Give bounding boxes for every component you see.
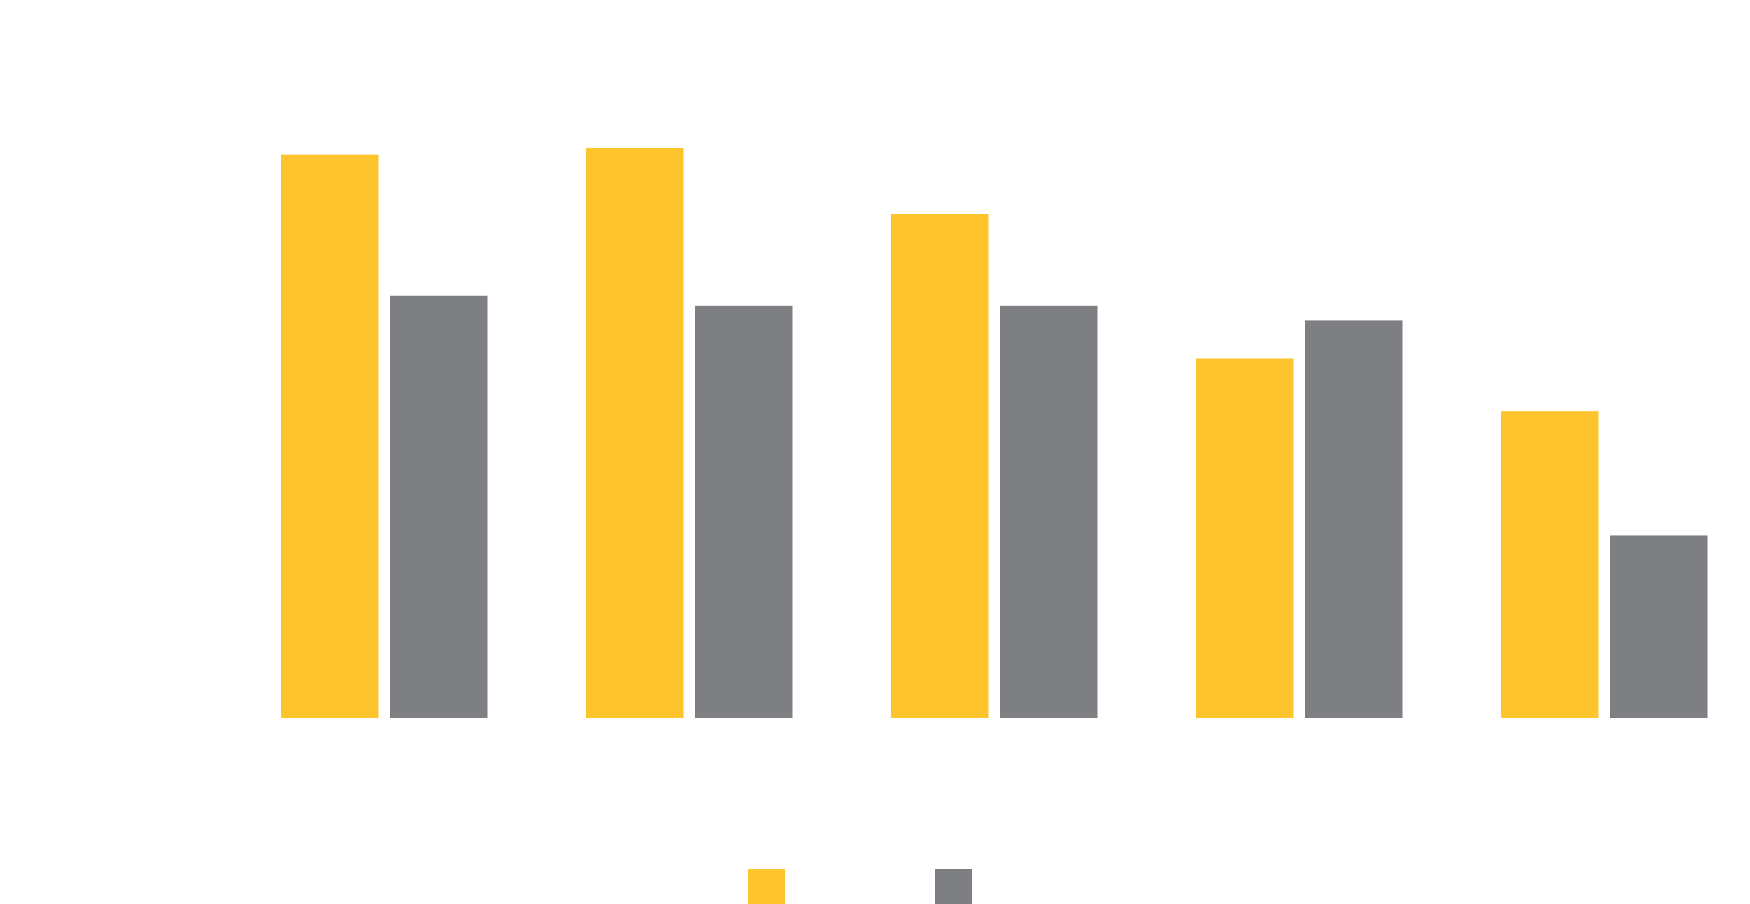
bar xyxy=(695,305,793,718)
legend-swatch xyxy=(748,869,785,904)
bar xyxy=(281,154,379,718)
bar xyxy=(1610,535,1708,718)
bar xyxy=(891,214,989,718)
bar xyxy=(390,295,488,718)
bar xyxy=(1000,305,1098,718)
legend-swatch xyxy=(935,869,972,904)
bar xyxy=(1196,358,1294,718)
bar xyxy=(1305,320,1403,718)
bar xyxy=(586,147,684,719)
bar xyxy=(1501,411,1599,718)
